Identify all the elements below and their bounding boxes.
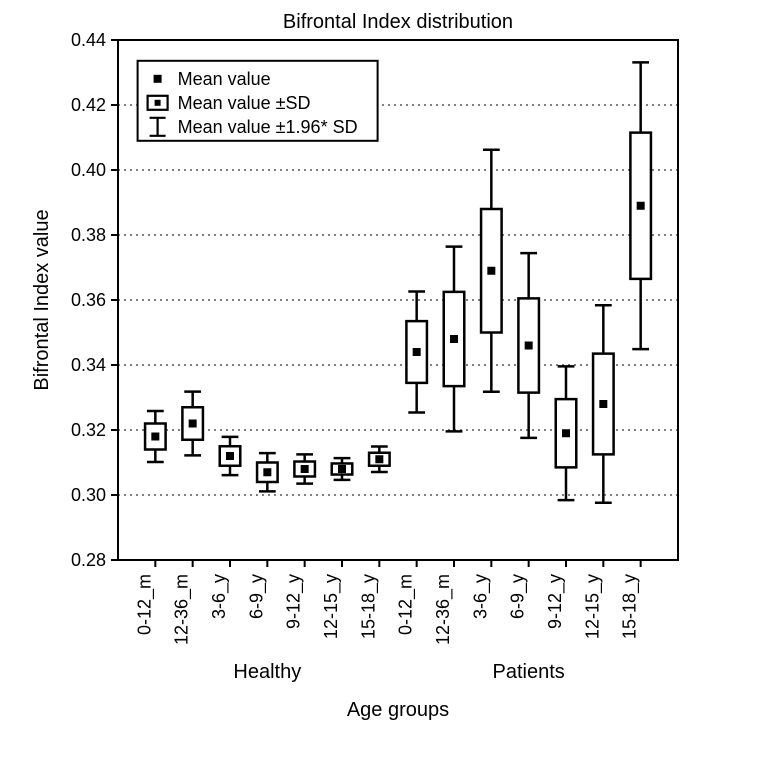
chart-container: Bifrontal Index distribution 0.28 0.30 0.32… bbox=[0, 0, 771, 769]
x-tick-label: 3-6_y bbox=[470, 574, 491, 619]
x-tick-label: 3-6_y bbox=[209, 574, 230, 619]
y-tick-label: 0.36 bbox=[71, 290, 106, 310]
legend-label: Mean value ±1.96* SD bbox=[178, 117, 358, 137]
y-tick-label: 0.34 bbox=[71, 355, 106, 375]
mean-marker bbox=[413, 348, 421, 356]
group-label: Healthy bbox=[233, 661, 301, 683]
y-tick-label: 0.44 bbox=[71, 30, 106, 50]
x-tick-label: 12-36_m bbox=[172, 574, 193, 645]
x-tick-label: 6-9_y bbox=[246, 574, 267, 619]
x-tick-label: 6-9_y bbox=[508, 574, 529, 619]
mean-marker bbox=[562, 429, 570, 437]
y-axis-label: Bifrontal Index value bbox=[31, 209, 53, 390]
mean-marker bbox=[637, 202, 645, 210]
mean-marker bbox=[487, 267, 495, 275]
mean-marker bbox=[338, 465, 346, 473]
y-tick-label: 0.38 bbox=[71, 225, 106, 245]
legend-label: Mean value bbox=[178, 69, 271, 89]
y-tick-label: 0.28 bbox=[71, 550, 106, 570]
x-tick-label: 15-18_y bbox=[358, 574, 379, 639]
legend: Mean value Mean value ±SD Mean value ±1.96… bbox=[138, 61, 378, 141]
mean-marker bbox=[151, 433, 159, 441]
mean-marker bbox=[189, 420, 197, 428]
y-tick-label: 0.40 bbox=[71, 160, 106, 180]
x-tick-label: 0-12_m bbox=[134, 574, 155, 635]
x-axis-label: Age groups bbox=[347, 699, 449, 721]
mean-marker bbox=[525, 342, 533, 350]
y-tick-label: 0.42 bbox=[71, 95, 106, 115]
x-tick-label: 15-18_y bbox=[620, 574, 641, 639]
group-label: Patients bbox=[493, 661, 565, 683]
x-tick-label: 9-12_y bbox=[284, 574, 305, 629]
x-tick-label: 12-15_y bbox=[582, 574, 603, 639]
mean-marker bbox=[599, 400, 607, 408]
mean-marker bbox=[263, 468, 271, 476]
chart-title: Bifrontal Index distribution bbox=[283, 11, 513, 33]
mean-marker bbox=[301, 465, 309, 473]
x-tick-label: 9-12_y bbox=[545, 574, 566, 629]
legend-label: Mean value ±SD bbox=[178, 93, 311, 113]
x-tick-label: 0-12_m bbox=[396, 574, 417, 635]
mean-marker bbox=[450, 335, 458, 343]
x-tick-label: 12-36_m bbox=[433, 574, 454, 645]
y-tick-label: 0.30 bbox=[71, 485, 106, 505]
x-tick-label: 12-15_y bbox=[321, 574, 342, 639]
mean-marker bbox=[375, 455, 383, 463]
boxplot-chart: Bifrontal Index distribution 0.28 0.30 0.32… bbox=[0, 0, 771, 769]
mean-marker bbox=[226, 452, 234, 460]
y-tick-label: 0.32 bbox=[71, 420, 106, 440]
